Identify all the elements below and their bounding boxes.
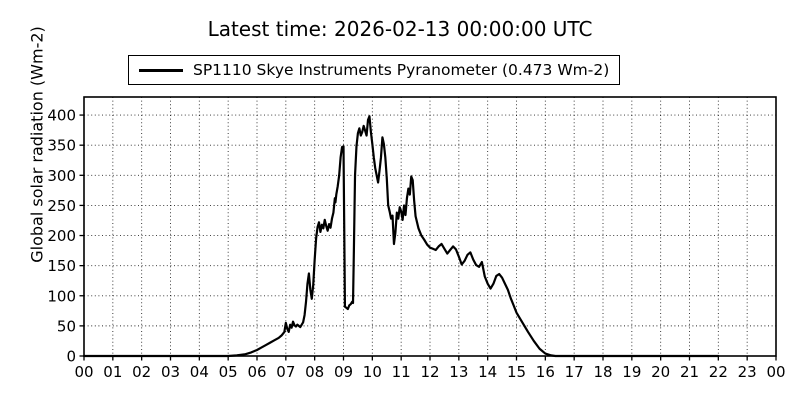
y-tick-label: 50 (57, 317, 76, 335)
x-tick-label: 07 (276, 363, 295, 381)
x-tick-label: 21 (680, 363, 699, 381)
x-tick-label: 03 (161, 363, 180, 381)
x-tick-label: 02 (132, 363, 151, 381)
x-tick-label: 08 (305, 363, 324, 381)
x-tick-label: 15 (507, 363, 526, 381)
axes-frame (83, 96, 777, 357)
x-tick-label: 10 (363, 363, 382, 381)
legend-item-label: SP1110 Skye Instruments Pyranometer (0.4… (193, 61, 610, 79)
x-tick-label: 00 (74, 363, 93, 381)
y-tick-label: 300 (47, 167, 76, 185)
series-line (82, 115, 720, 358)
y-tick-label: 250 (47, 197, 76, 215)
grid-lines (84, 97, 776, 356)
y-tick-label: 350 (47, 137, 76, 155)
x-tick-label: 11 (392, 363, 411, 381)
x-tick-label: 06 (247, 363, 266, 381)
legend-line-swatch (139, 68, 183, 72)
x-tick-label: 05 (219, 363, 238, 381)
x-tick-label: 16 (536, 363, 555, 381)
x-tick-label: 20 (651, 363, 670, 381)
axis-ticks (79, 114, 777, 361)
page-title: Latest time: 2026-02-13 00:00:00 UTC (207, 17, 593, 41)
tick-labels: 00 01 02 03 04 05 06 07 08 09 10 11 12 13 14 15 16 17 18 19… (47, 107, 785, 381)
x-tick-label: 14 (478, 363, 497, 381)
x-tick-label: 01 (103, 363, 122, 381)
chart-legend: SP1110 Skye Instruments Pyranometer (0.4… (128, 55, 621, 85)
y-tick-label: 150 (47, 257, 76, 275)
x-tick-label: 00 (766, 363, 785, 381)
x-tick-label: 18 (593, 363, 612, 381)
y-tick-label: 200 (47, 227, 76, 245)
x-tick-label: 04 (190, 363, 209, 381)
y-tick-label: 0 (66, 348, 76, 366)
x-tick-label: 19 (622, 363, 641, 381)
x-tick-label: 23 (738, 363, 757, 381)
x-tick-label: 13 (449, 363, 468, 381)
x-tick-label: 17 (565, 363, 584, 381)
data-series (82, 115, 720, 358)
y-tick-label: 400 (47, 107, 76, 125)
x-tick-label: 12 (420, 363, 439, 381)
x-tick-label: 22 (709, 363, 728, 381)
x-tick-label: 09 (334, 363, 353, 381)
y-tick-label: 100 (47, 287, 76, 305)
